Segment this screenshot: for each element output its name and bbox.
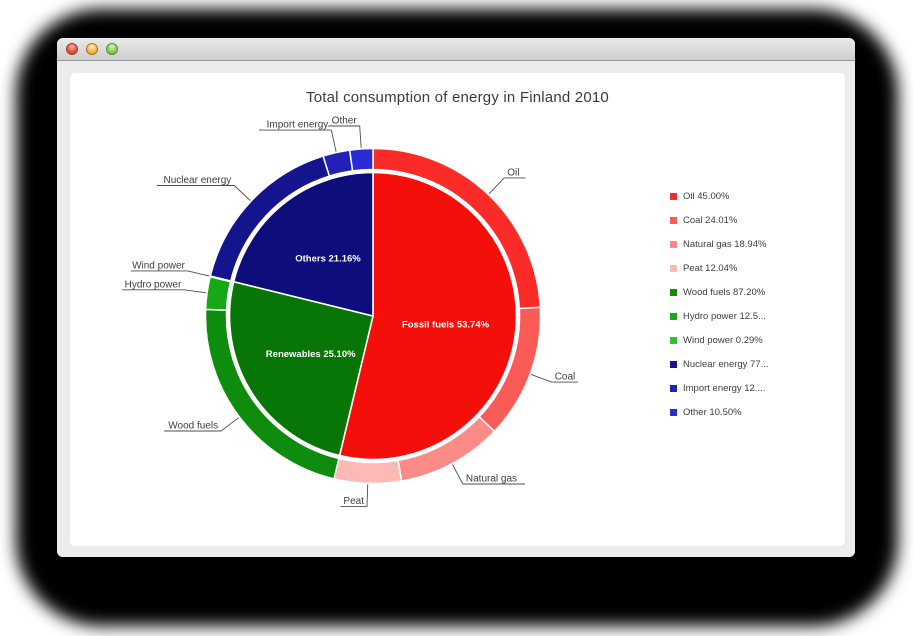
- legend-item-wood-fuels[interactable]: Wood fuels 87.20%: [670, 280, 769, 304]
- donut-chart: Fossil fuels 53.74% Renewables 25.10% Othe…: [122, 116, 579, 507]
- legend-swatch-icon: [670, 408, 677, 416]
- legend-item-other[interactable]: Other 10.50%: [670, 400, 769, 424]
- callout-line: [164, 417, 239, 432]
- application-window: Total consumption of energy in Finland 2…: [57, 38, 855, 557]
- pie-slice-label: Others 21.16%: [295, 254, 361, 265]
- ring-slice-other[interactable]: [348, 147, 374, 172]
- legend-item-wind-power[interactable]: Wind power 0.29%: [670, 328, 769, 352]
- callout-label-oil: Oil: [507, 167, 519, 178]
- callout-label-natural-gas: Natural gas: [466, 474, 517, 485]
- legend-item-nuclear-energy[interactable]: Nuclear energy 77...: [670, 352, 769, 376]
- pie-slice-renewables[interactable]: [228, 280, 374, 457]
- pie-slice-label: Fossil fuels 53.74%: [402, 320, 490, 331]
- chart-panel: Total consumption of energy in Finland 2…: [70, 73, 845, 546]
- legend-swatch-icon: [670, 288, 677, 296]
- callout-label-peat: Peat: [343, 496, 364, 507]
- callout-line: [452, 464, 525, 485]
- window-titlebar[interactable]: [57, 38, 855, 61]
- ring-slice-peat[interactable]: [333, 457, 403, 485]
- ring-slice-import-energy[interactable]: [322, 149, 354, 178]
- legend-label: Natural gas 18.94%: [683, 238, 767, 250]
- callout-line: [259, 129, 337, 152]
- legend-swatch-icon: [670, 264, 677, 272]
- legend-item-natural-gas[interactable]: Natural gas 18.94%: [670, 232, 769, 256]
- callout-line: [122, 289, 207, 294]
- minimize-button[interactable]: [86, 43, 98, 55]
- legend-item-import-energy[interactable]: Import energy 12....: [670, 376, 769, 400]
- zoom-button[interactable]: [106, 43, 118, 55]
- legend-label: Peat 12.04%: [683, 262, 738, 274]
- callout-line: [530, 373, 579, 383]
- pie-slice-others[interactable]: [232, 171, 374, 318]
- callout-line: [488, 177, 526, 195]
- legend-swatch-icon: [670, 384, 677, 392]
- legend-label: Coal 24.01%: [683, 214, 738, 226]
- legend-swatch-icon: [670, 216, 677, 224]
- legend-label: Oil 45.00%: [683, 190, 730, 202]
- legend-item-peat[interactable]: Peat 12.04%: [670, 256, 769, 280]
- callout-line: [130, 270, 210, 277]
- chart-title: Total consumption of energy in Finland 2…: [306, 89, 609, 106]
- legend-item-oil[interactable]: Oil 45.00%: [670, 184, 769, 208]
- legend-swatch-icon: [670, 360, 677, 368]
- legend-label: Hydro power 12.5...: [683, 310, 766, 322]
- callout-line: [156, 185, 251, 201]
- pie-slice-fossil-fuels[interactable]: [338, 171, 518, 461]
- legend-label: Import energy 12....: [683, 382, 766, 394]
- chart-legend: Oil 45.00% Coal 24.01% Natural gas 18.94% P…: [670, 184, 769, 424]
- legend-label: Other 10.50%: [683, 406, 742, 418]
- pie-slice-label: Renewables 25.10%: [266, 349, 356, 360]
- callout-label-coal: Coal: [555, 372, 576, 383]
- callout-label-wood-fuels: Wood fuels: [168, 421, 218, 432]
- legend-item-coal[interactable]: Coal 24.01%: [670, 208, 769, 232]
- legend-label: Wind power 0.29%: [683, 334, 763, 346]
- callout-label-hydro-power: Hydro power: [125, 279, 182, 290]
- window-content: Total consumption of energy in Finland 2…: [57, 61, 855, 557]
- callout-label-wind-power: Wind power: [132, 260, 185, 271]
- legend-swatch-icon: [670, 312, 677, 320]
- callout-label-import-energy: Import energy: [267, 120, 329, 131]
- callout-label-other: Other: [332, 116, 358, 127]
- callout-line: [328, 125, 362, 148]
- close-button[interactable]: [66, 43, 78, 55]
- legend-swatch-icon: [670, 336, 677, 344]
- legend-swatch-icon: [670, 192, 677, 200]
- ring-slice-hydro-power[interactable]: [204, 275, 232, 312]
- legend-item-hydro-power[interactable]: Hydro power 12.5...: [670, 304, 769, 328]
- legend-label: Nuclear energy 77...: [683, 358, 769, 370]
- legend-swatch-icon: [670, 240, 677, 248]
- legend-label: Wood fuels 87.20%: [683, 286, 766, 298]
- callout-label-nuclear-energy: Nuclear energy: [163, 175, 231, 186]
- callout-line: [340, 484, 369, 507]
